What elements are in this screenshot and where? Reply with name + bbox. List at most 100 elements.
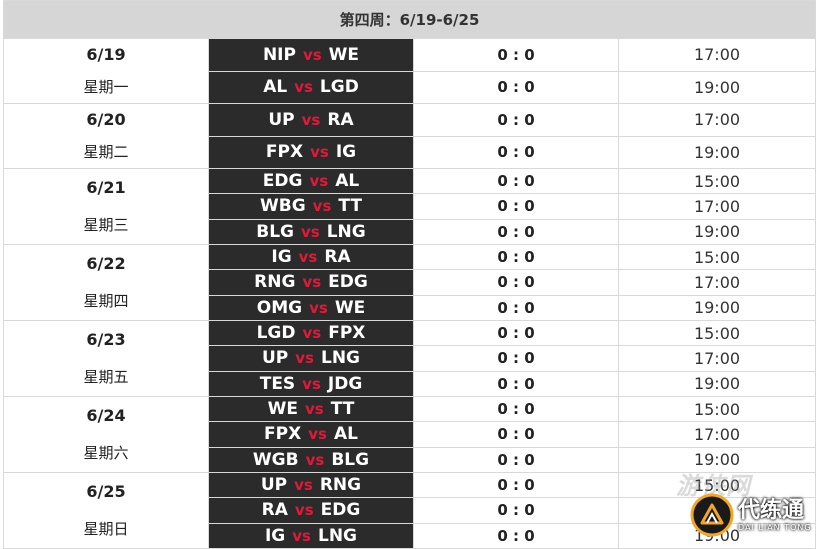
day-weekday: 星期日: [83, 520, 129, 539]
match-cell: TES vs JDG: [208, 370, 414, 398]
team-away: RNG: [319, 475, 362, 496]
day-label-group: 6/19 星期一: [4, 39, 208, 103]
team-away: FPX: [328, 323, 366, 344]
match-row: RNG vs EDG 0 : 0 17:00: [4, 269, 816, 296]
vs-label: vs: [305, 450, 325, 469]
match-cell: WE vs TT: [208, 395, 414, 423]
score-cell: 0 : 0: [413, 471, 619, 499]
time-cell: 17:00: [618, 103, 816, 137]
score-cell: 0 : 0: [413, 446, 619, 474]
vs-label: vs: [302, 374, 321, 393]
match-cell: IG vs RA: [208, 243, 414, 271]
time-cell: 15:00: [618, 319, 816, 347]
match-row: FPX vs IG 0 : 0 19:00: [4, 135, 816, 169]
vs-label: vs: [302, 324, 322, 343]
match-cell: FPX vs IG: [208, 135, 414, 169]
match-row: 6/21 星期三 EDG vs AL 0 : 0 15:00: [3, 167, 816, 245]
day-date: 6/23: [86, 329, 126, 349]
vs-label: vs: [309, 172, 329, 191]
logo-mark-icon: [690, 493, 734, 537]
score-cell: 0 : 0: [413, 370, 619, 398]
score-cell: 0 : 0: [413, 421, 619, 448]
match-row: OMG vs WE 0 : 0 19:00: [4, 294, 816, 322]
team-away: AL: [333, 424, 358, 445]
score-cell: 0 : 0: [413, 345, 619, 372]
match-row: WGB vs BLG 0 : 0 19:00: [4, 446, 816, 474]
vs-label: vs: [310, 143, 329, 162]
team-away: RA: [324, 247, 351, 268]
vs-label: vs: [305, 400, 324, 419]
week-header: 第四周：6/19-6/25: [3, 0, 816, 39]
day-weekday: 星期五: [83, 368, 129, 387]
team-away: LNG: [320, 348, 360, 369]
match-row: 6/23 星期五 LGD vs FPX 0 : 0 15:00: [3, 319, 816, 397]
day-date: 6/19: [86, 45, 126, 64]
team-home: NIP: [262, 44, 296, 65]
team-home: IG: [271, 247, 292, 268]
match-cell: NIP vs WE: [208, 38, 414, 72]
team-away: BLG: [331, 449, 370, 470]
schedule-table: 第四周：6/19-6/25 6/19 星期一 NIP vs WE 0 : 0 17:00 AL…: [3, 0, 816, 549]
score-cell: 0 : 0: [413, 319, 619, 347]
day-label-group: 6/25 星期日: [4, 473, 208, 548]
match-row: 6/20 星期二 UP vs RA 0 : 0 17:00: [3, 103, 816, 169]
day-cell: 6/21 星期三: [3, 168, 209, 245]
match-row: BLG vs LNG 0 : 0 19:00: [4, 218, 816, 246]
team-away: WE: [334, 297, 366, 318]
score-cell: 0 : 0: [413, 395, 619, 423]
team-away: IG: [335, 142, 357, 163]
team-away: LNG: [326, 221, 366, 242]
vs-label: vs: [301, 110, 321, 129]
day-label-group: 6/23 星期五: [4, 321, 208, 396]
team-home: LGD: [256, 323, 296, 344]
logo-sub-text: DAI LIAN TONG: [738, 522, 812, 532]
day-date: 6/25: [86, 481, 126, 501]
day-label-group: 6/24 星期六: [4, 397, 208, 472]
match-cell: UP vs RA: [208, 103, 414, 137]
day-cell: 6/20 星期二: [3, 103, 209, 169]
team-home: AL: [263, 77, 288, 98]
match-row: FPX vs AL 0 : 0 17:00: [4, 421, 816, 448]
team-home: FPX: [265, 142, 304, 163]
day-cell: 6/19 星期一: [3, 38, 209, 104]
vs-label: vs: [308, 425, 327, 444]
team-home: OMG: [256, 297, 303, 318]
time-cell: 17:00: [618, 38, 816, 72]
match-cell: UP vs LNG: [208, 345, 414, 372]
team-home: WBG: [260, 196, 306, 217]
match-row: 6/22 星期四 IG vs RA 0 : 0 15:00: [3, 243, 816, 321]
match-cell: AL vs LGD: [208, 70, 414, 104]
vs-label: vs: [302, 273, 322, 292]
vs-label: vs: [295, 349, 314, 368]
vs-label: vs: [294, 501, 314, 520]
score-cell: 0 : 0: [413, 193, 619, 220]
team-away: JDG: [327, 373, 363, 394]
time-cell: 19:00: [618, 218, 816, 246]
vs-label: vs: [312, 197, 332, 216]
team-away: LNG: [317, 525, 357, 546]
team-away: RA: [327, 109, 354, 130]
time-cell: 19:00: [618, 294, 816, 322]
day-cell: 6/22 星期四: [3, 244, 209, 321]
team-home: TES: [259, 373, 296, 394]
score-cell: 0 : 0: [413, 70, 619, 104]
score-cell: 0 : 0: [413, 38, 619, 72]
match-row: WBG vs TT 0 : 0 17:00: [4, 193, 816, 220]
match-row: TES vs JDG 0 : 0 19:00: [4, 370, 816, 398]
day-date: 6/24: [86, 405, 126, 425]
time-cell: 15:00: [618, 395, 816, 423]
match-cell: UP vs RNG: [208, 471, 414, 499]
team-away: WE: [328, 44, 360, 65]
team-home: UP: [268, 109, 295, 130]
day-weekday: 星期二: [83, 143, 129, 161]
team-home: UP: [260, 475, 288, 496]
team-home: WGB: [252, 449, 299, 470]
match-cell: RNG vs EDG: [208, 269, 414, 296]
vs-label: vs: [294, 78, 313, 97]
score-cell: 0 : 0: [413, 294, 619, 322]
vs-label: vs: [309, 298, 328, 317]
day-date: 6/20: [86, 110, 126, 129]
team-away: EDG: [328, 272, 368, 293]
match-cell: OMG vs WE: [208, 294, 414, 322]
